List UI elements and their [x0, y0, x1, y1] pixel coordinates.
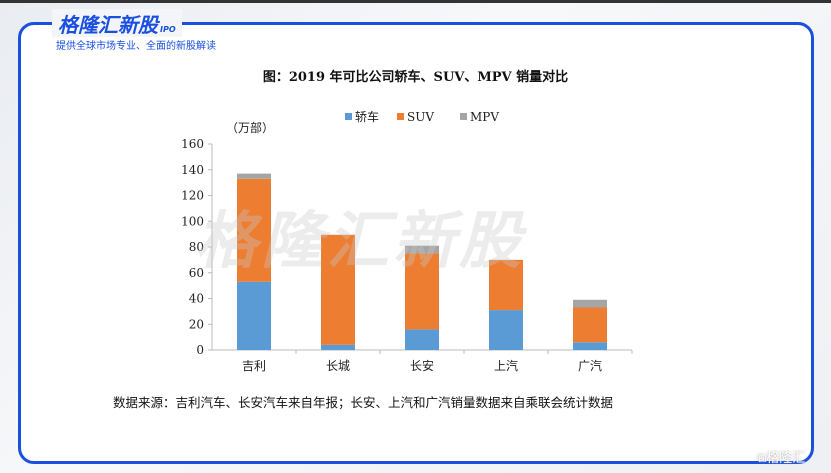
- y-tick-label: 120: [181, 189, 204, 203]
- watermark: 格隆汇新股: [195, 204, 526, 277]
- bar-SUV-上汽: [489, 259, 523, 311]
- legend-label: MPV: [470, 110, 499, 124]
- legend-label: 轿车: [355, 109, 379, 124]
- bar-SUV-吉利: [237, 178, 271, 282]
- x-tick-label: 吉利: [242, 359, 266, 373]
- bar-轿车-长安: [405, 329, 439, 350]
- chart-title: 图：2019 年可比公司轿车、SUV、MPV 销量对比: [262, 70, 569, 85]
- bar-轿车-广汽: [573, 342, 607, 350]
- bar-轿车-上汽: [489, 310, 523, 350]
- y-tick-label: 160: [181, 137, 204, 151]
- bar-轿车-吉利: [237, 281, 271, 350]
- y-tick-label: 20: [189, 317, 204, 331]
- y-tick-label: 60: [189, 266, 204, 280]
- x-tick-label: 上汽: [494, 358, 518, 373]
- brand-slogan: 提供全球市场专业、全面的新股解读: [54, 37, 218, 52]
- content-frame: [18, 22, 814, 464]
- y-tick-label: 80: [189, 240, 204, 254]
- brand-tag: IPO: [160, 25, 176, 34]
- legend-label: SUV: [407, 110, 434, 124]
- y-tick-label: 0: [196, 343, 204, 357]
- y-tick-label: 40: [189, 292, 204, 306]
- y-axis-label: （万部）: [226, 120, 274, 135]
- brand-logo: 格隆汇新股 IPO: [52, 9, 182, 38]
- bar-MPV-广汽: [573, 299, 607, 308]
- top-bar: [0, 0, 831, 3]
- x-tick-label: 广汽: [578, 358, 602, 373]
- bar-SUV-长安: [405, 253, 439, 330]
- x-tick-label: 长城: [326, 359, 350, 373]
- source-note: 数据来源：吉利汽车、长安汽车来自年报；长安、上汽和广汽销量数据来自乘联会统计数据: [113, 395, 614, 410]
- y-tick-label: 140: [181, 163, 204, 177]
- bar-SUV-长城: [321, 234, 355, 345]
- x-tick-label: 长安: [410, 358, 434, 373]
- brand-name: 格隆汇新股: [58, 13, 158, 37]
- y-tick-label: 100: [181, 214, 204, 228]
- legend-swatch: [397, 113, 404, 120]
- legend-swatch: [460, 113, 467, 120]
- legend-swatch: [345, 113, 352, 120]
- bar-MPV-长安: [405, 245, 439, 254]
- bar-MPV-吉利: [237, 173, 271, 179]
- bar-轿车-长城: [321, 344, 355, 350]
- bar-SUV-广汽: [573, 307, 607, 343]
- corner-logo: ⧉格隆汇: [757, 451, 806, 466]
